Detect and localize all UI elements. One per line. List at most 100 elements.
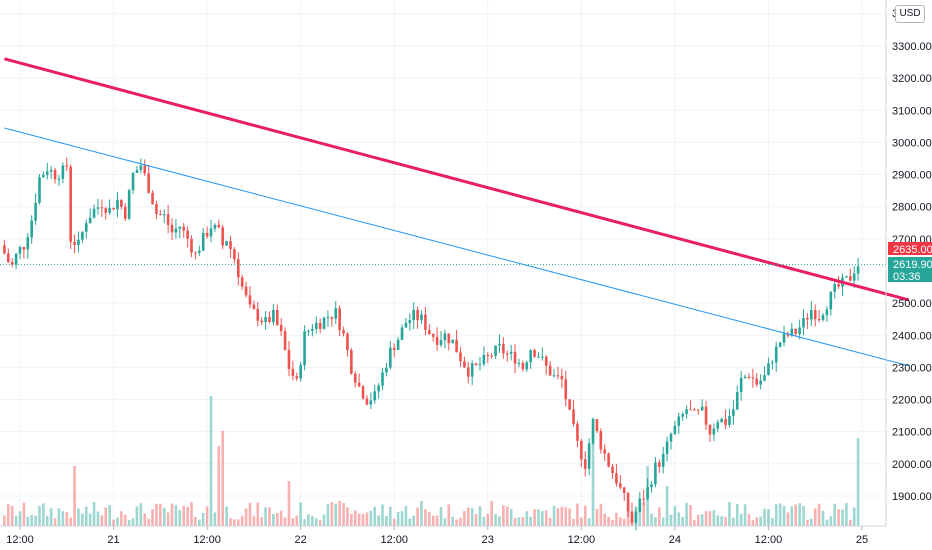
- candle-body: [626, 493, 630, 512]
- volume-bar: [92, 502, 96, 526]
- trendline[interactable]: [4, 127, 909, 367]
- volume-bar: [813, 508, 817, 526]
- trendline[interactable]: [4, 57, 910, 302]
- volume-bar: [381, 504, 384, 526]
- candle-body: [704, 406, 708, 425]
- candle-body: [53, 170, 57, 180]
- volume-bar: [190, 502, 193, 526]
- candle-body: [81, 231, 84, 240]
- volume-bar: [73, 466, 76, 526]
- volume-bar: [817, 503, 821, 526]
- price-tag-label: 2635.00: [893, 244, 932, 256]
- candle-body: [474, 363, 478, 365]
- candle-body: [357, 382, 361, 387]
- volume-bar: [217, 446, 221, 526]
- candle-body: [837, 284, 840, 287]
- volume-bar: [852, 507, 856, 526]
- volume-bar: [490, 501, 493, 526]
- candle-body: [100, 207, 104, 209]
- time-axis[interactable]: 12:00 21 12:00 22 12:00 23 12:00 24 12:00 25: [6, 526, 868, 546]
- candle-body: [681, 414, 684, 417]
- candle-body: [817, 319, 821, 321]
- volume-bar: [509, 509, 513, 526]
- volume-bar: [365, 512, 369, 526]
- candle-body: [669, 434, 673, 442]
- candle-body: [533, 350, 536, 357]
- currency-badge[interactable]: USD: [895, 5, 925, 23]
- volume-bar: [412, 515, 416, 526]
- candle-body: [209, 228, 213, 237]
- candle-body: [712, 428, 716, 435]
- volume-bar: [771, 517, 774, 526]
- volume-bar: [572, 518, 575, 526]
- candle-body: [849, 276, 852, 281]
- candle-body: [435, 336, 439, 345]
- candle-body: [10, 262, 14, 265]
- chart-grid: [0, 0, 886, 526]
- candle-body: [755, 378, 759, 385]
- candle-body: [104, 208, 108, 213]
- candle-body: [502, 343, 505, 354]
- volume-bar: [221, 431, 225, 526]
- volume-bar: [326, 504, 330, 526]
- volume-bar: [521, 517, 525, 526]
- candle-body: [486, 354, 490, 356]
- volume-bar: [49, 508, 53, 526]
- candle-body: [548, 365, 552, 376]
- volume-bar: [806, 519, 809, 526]
- time-tick-label: 12:00: [380, 534, 408, 546]
- volume-bar: [373, 506, 377, 526]
- volume-bar: [314, 518, 318, 526]
- candle-body: [782, 333, 786, 343]
- candle-body: [338, 308, 341, 331]
- candle-body: [845, 276, 848, 278]
- volume-bar: [38, 506, 41, 526]
- volume-bar: [478, 506, 482, 526]
- candle-body: [272, 310, 275, 323]
- candle-body: [252, 304, 256, 309]
- volume-bar: [396, 511, 400, 526]
- candle-body: [767, 363, 770, 376]
- volume-bar: [525, 511, 529, 526]
- volume-bar: [361, 514, 365, 526]
- candle-body: [205, 232, 209, 237]
- volume-bar: [794, 504, 798, 526]
- candle-body: [806, 317, 809, 320]
- candle-body: [587, 443, 591, 469]
- candle-body: [198, 250, 201, 253]
- volume-bar: [541, 510, 544, 526]
- volume-bar: [213, 512, 217, 526]
- volume-bar: [704, 511, 708, 526]
- volume-bar: [825, 519, 829, 526]
- volume-bar: [248, 502, 252, 526]
- candle-body: [541, 356, 544, 358]
- candle-body: [786, 333, 790, 336]
- candle-body: [159, 213, 162, 215]
- candle-body: [544, 356, 548, 366]
- candle-body: [318, 322, 322, 329]
- volume-bar: [264, 507, 267, 526]
- candle-body: [525, 362, 529, 370]
- volume-bar: [260, 517, 263, 526]
- volume-bar: [194, 516, 197, 526]
- candle-body: [264, 317, 267, 323]
- price-axis[interactable]: 3300.00 3200.00 3100.00 3000.00 2900.00 2800.…: [892, 8, 932, 503]
- volume-bar: [120, 511, 123, 526]
- volume-bar: [295, 515, 299, 526]
- candle-body: [127, 190, 131, 219]
- candle-body: [615, 473, 618, 484]
- volume-bar: [338, 501, 341, 526]
- volume-bar: [385, 515, 388, 526]
- volume-bar: [849, 519, 852, 526]
- volume-bar: [782, 505, 786, 526]
- volume-bar: [728, 502, 731, 526]
- volume-bar: [564, 507, 568, 526]
- volume-bar: [236, 519, 240, 526]
- volume-bar: [677, 512, 681, 526]
- price-tick-label: 2800.00: [892, 202, 932, 214]
- candle-body: [400, 327, 404, 340]
- volume-bar: [802, 506, 805, 526]
- trendlines[interactable]: [4, 57, 910, 367]
- volume-bar: [537, 509, 540, 526]
